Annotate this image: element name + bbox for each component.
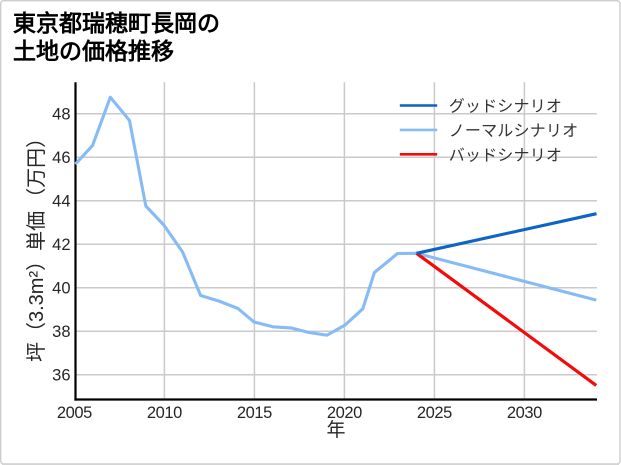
svg-text:2030: 2030 [507, 404, 542, 422]
svg-text:2015: 2015 [237, 404, 272, 422]
svg-text:46: 46 [52, 149, 70, 167]
svg-text:バッドシナリオ: バッドシナリオ [449, 147, 562, 164]
svg-text:2020: 2020 [327, 404, 362, 422]
svg-text:土地の価格推移: 土地の価格推移 [13, 38, 174, 64]
svg-text:40: 40 [52, 279, 70, 297]
svg-text:坪（3.3m²）単価（万円）: 坪（3.3m²）単価（万円） [25, 128, 48, 362]
svg-text:年: 年 [326, 419, 345, 441]
svg-text:2025: 2025 [417, 404, 452, 422]
svg-text:2010: 2010 [147, 404, 182, 422]
svg-text:2005: 2005 [57, 404, 92, 422]
svg-text:グッドシナリオ: グッドシナリオ [449, 98, 562, 116]
svg-text:36: 36 [52, 367, 70, 385]
svg-text:ノーマルシナリオ: ノーマルシナリオ [449, 123, 579, 140]
svg-text:38: 38 [52, 323, 70, 341]
svg-text:48: 48 [52, 105, 70, 123]
svg-text:44: 44 [52, 192, 70, 210]
svg-text:東京都瑞穂町長岡の: 東京都瑞穂町長岡の [13, 10, 220, 36]
svg-text:42: 42 [52, 236, 70, 254]
